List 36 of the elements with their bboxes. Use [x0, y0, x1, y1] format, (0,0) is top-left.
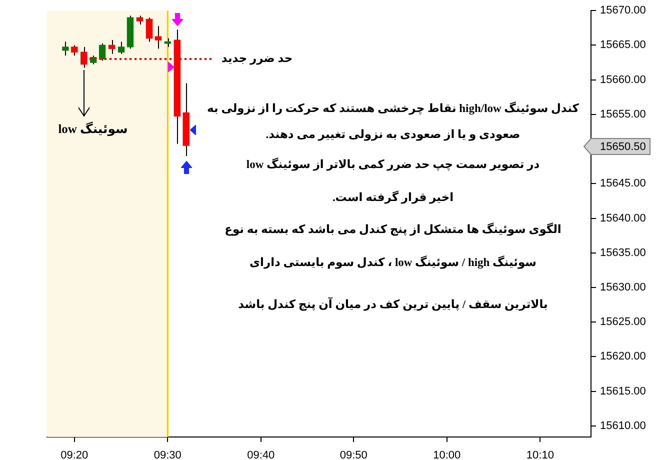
y-tick-label: 15620.00 — [600, 350, 646, 363]
series-label: حد ضرر جدید — [221, 53, 293, 66]
annotation: سوئینگ low — [58, 121, 128, 138]
x-tick-label: 09:30 — [154, 450, 182, 460]
x-tick-label: 10:00 — [433, 450, 461, 460]
annotation: صعودی و یا از صعودی به نزولی تغییر می دهند. — [266, 128, 520, 141]
y-tick-label: 15625.00 — [600, 316, 646, 328]
candlestick — [71, 44, 78, 56]
annotation: الگوی سوئینگ ها متشکل از پنج کندل می باشد که بسته به نوع — [224, 222, 562, 236]
y-tick-label: 15610.00 — [600, 420, 646, 432]
y-tick-label: 15645.00 — [600, 178, 646, 190]
y-tick-label: 15665.00 — [600, 39, 646, 52]
candlestick — [108, 40, 116, 54]
y-tick-label: 15655.00 — [600, 108, 646, 120]
x-tick-label: 09:50 — [340, 450, 368, 460]
y-tick-label: 15635.00 — [600, 246, 646, 259]
annotation: اخیر قرار گرفته است. — [332, 190, 454, 204]
annotation: در تصویر سمت چپ حد ضرر کمی بالاتر از سوئینگ low — [246, 156, 540, 171]
annotation: بالاترین سقف / پایین ترین کف در میان آن پنج کندل باشد — [238, 296, 548, 311]
y-tick-label: 15615.00 — [600, 385, 646, 398]
y-tick-label: 15640.00 — [600, 212, 646, 224]
annotation: کندل سوئینگ high/low نقاط چرخشی هستند که حرکت را از نزولی به — [207, 100, 580, 115]
candlestick — [146, 17, 153, 42]
candlestick — [154, 26, 162, 50]
y-tick-label: 15630.00 — [600, 282, 646, 294]
x-tick-label: 09:20 — [60, 450, 88, 460]
candlestick — [62, 41, 69, 56]
x-tick-label: 10:10 — [526, 450, 554, 460]
candlestick — [98, 42, 106, 62]
y-tick-label: 15660.00 — [600, 74, 646, 86]
y-tick-label: 15670.00 — [600, 4, 646, 17]
text: 15650.50 — [600, 141, 646, 154]
candlestick — [80, 46, 88, 68]
candlestick — [118, 41, 125, 54]
annotation: سوئینگ high / سوئینگ low ، کندل سوم بایستی دارای — [250, 254, 536, 269]
x-tick-label: 09:40 — [247, 450, 275, 460]
